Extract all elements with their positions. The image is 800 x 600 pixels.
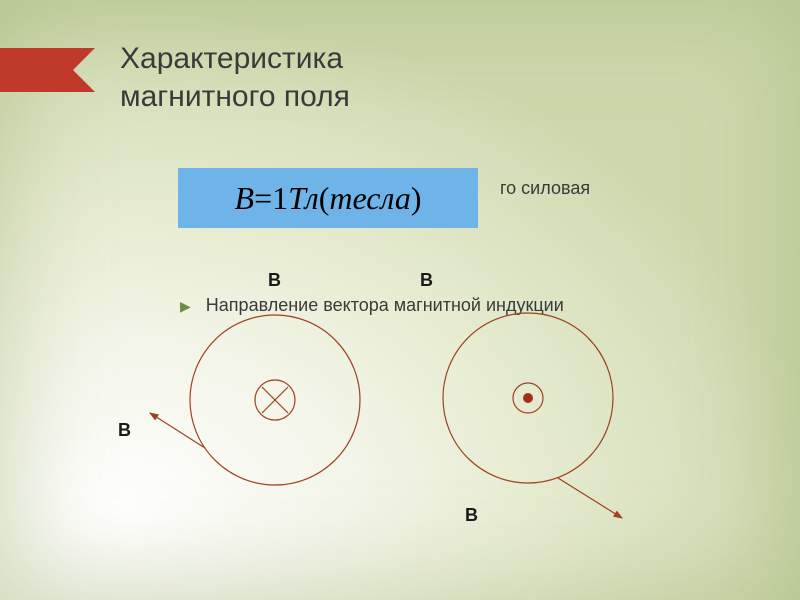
right-dot bbox=[523, 393, 533, 403]
left-arrow bbox=[150, 413, 205, 448]
right-diagram bbox=[443, 313, 622, 518]
left-diagram bbox=[150, 315, 360, 485]
diagram-layer bbox=[0, 0, 800, 600]
right-arrow bbox=[558, 478, 622, 518]
